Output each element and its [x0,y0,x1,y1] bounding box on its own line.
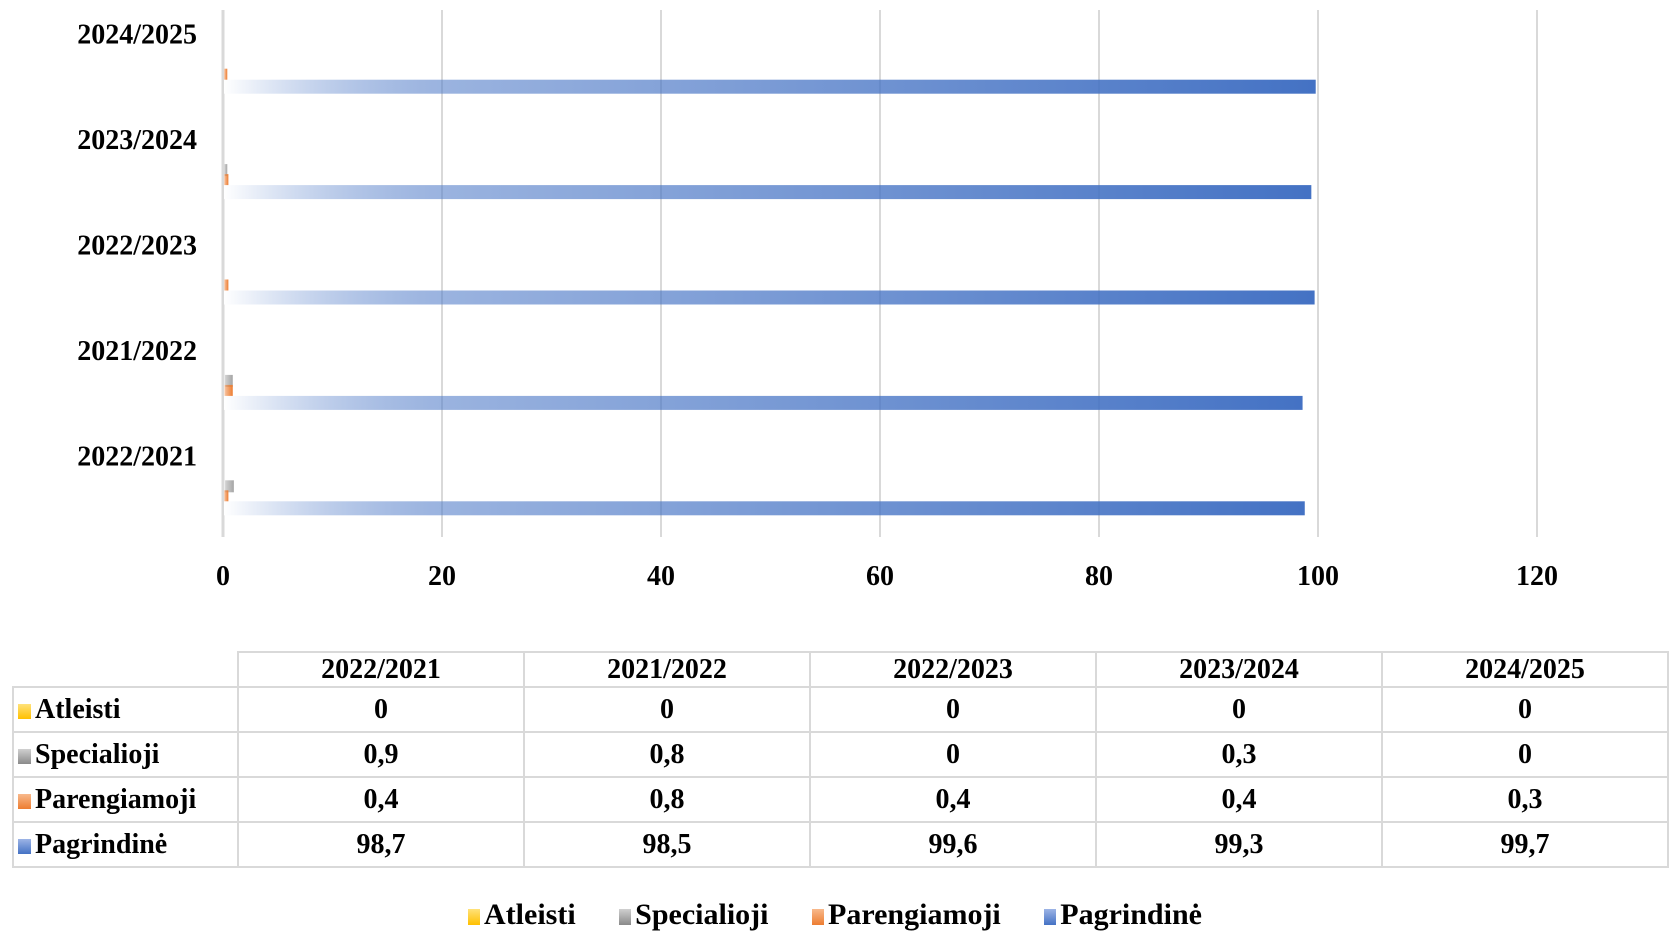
x-tick-label: 60 [866,561,894,592]
data-table-column-header: 2024/2025 [1381,651,1669,688]
atleisti-legend-key [468,909,481,925]
category-label: 2023/2024 [77,125,197,156]
x-tick-label: 40 [647,561,675,592]
data-table-cell: 0 [809,731,1097,778]
data-table-cell: 0,4 [237,776,525,823]
data-table-cell: 0 [1381,731,1669,778]
data-table-cell: 0 [809,686,1097,733]
data-table-cell: 98,5 [523,821,811,868]
data-table-cell: 0,4 [809,776,1097,823]
data-table-cell: 99,6 [809,821,1097,868]
data-table-corner [13,652,239,688]
x-axis-ticks: 0 20 40 60 80 100 120 [216,561,1558,592]
data-table-row-header: Specialioji [12,731,239,778]
category-label: 2021/2022 [77,336,197,367]
bar-parengiamoji-2022-2021 [224,490,229,503]
pagrindine-legend-key [18,838,31,854]
category-labels: 2022/2021 2021/2022 2022/2023 2023/2024 2024… [77,20,197,473]
category-label: 2022/2021 [77,441,197,472]
bar-pagrindinė-2021-2022 [224,395,1303,410]
bar-parengiamoji-2023-2024 [224,174,229,187]
bar-pagrindinė-2024-2025 [224,79,1316,94]
data-table-cell: 0 [1381,686,1669,733]
legend-label: Parengiamoji [828,898,1001,931]
parengiamoji-legend-key [812,909,825,925]
bar-specialioji-2022-2021 [224,480,234,493]
data-table: 2022/2021 2021/2022 2022/2023 2023/2024 … [12,651,1669,868]
data-table-row-pagrindine: Pagrindinė 98,7 98,5 99,6 99,3 99,7 [12,821,1669,868]
bars [224,68,1316,516]
bar-specialioji-2023-2024 [224,164,228,177]
specialioji-legend-key [18,748,31,764]
data-table-column-header: 2022/2023 [809,651,1097,688]
row-label: Specialioji [35,738,160,770]
data-table-cell: 99,7 [1381,821,1669,868]
bar-parengiamoji-2022-2023 [224,279,229,292]
category-label: 2024/2025 [77,20,197,51]
bar-chart: 2022/2021 2021/2022 2022/2023 2023/2024 2024… [77,10,1558,592]
specialioji-legend-key [619,909,632,925]
data-table-cell: 0,8 [523,731,811,778]
legend-item-atleisti: Atleisti [468,898,576,932]
data-table-cell: 0 [523,686,811,733]
x-tick-label: 0 [216,561,230,592]
x-tick-label: 80 [1085,561,1113,592]
bar-parengiamoji-2021-2022 [224,384,233,397]
data-table-cell: 0,3 [1095,731,1383,778]
data-table-cell: 0 [237,686,525,733]
data-table-row-parengiamoji: Parengiamoji 0,4 0,8 0,4 0,4 0,3 [12,776,1669,823]
bar-specialioji-2021-2022 [224,374,233,387]
category-label: 2022/2023 [77,231,197,262]
row-label: Atleisti [35,693,121,725]
data-table-cell: 0,8 [523,776,811,823]
legend-label: Pagrindinė [1060,898,1202,931]
data-table-row-specialioji: Specialioji 0,9 0,8 0 0,3 0 [12,731,1669,778]
data-table-cell: 0,3 [1381,776,1669,823]
parengiamoji-legend-key [18,793,31,809]
data-table-column-header: 2022/2021 [237,651,525,688]
data-table-cell: 0,4 [1095,776,1383,823]
data-table-column-header: 2021/2022 [523,651,811,688]
data-table-header-row: 2022/2021 2021/2022 2022/2023 2023/2024 … [13,651,1669,688]
data-table-cell: 98,7 [237,821,525,868]
legend-item-parengiamoji: Parengiamoji [812,898,1001,932]
data-table-cell: 99,3 [1095,821,1383,868]
legend-item-pagrindine: Pagrindinė [1044,898,1202,932]
bar-pagrindinė-2022-2023 [224,290,1315,305]
x-tick-label: 100 [1297,561,1339,592]
gridlines [221,10,1538,537]
atleisti-legend-key [18,703,31,719]
x-tick-label: 120 [1516,561,1558,592]
data-table-row-header: Parengiamoji [12,776,239,823]
legend-label: Atleisti [484,898,576,931]
row-label: Parengiamoji [35,783,197,815]
data-table-cell: 0 [1095,686,1383,733]
bar-pagrindinė-2022-2021 [224,501,1305,516]
data-table-cell: 0,9 [237,731,525,778]
data-table-row-header: Pagrindinė [12,821,239,868]
legend-label: Specialioji [635,898,769,931]
chart-legend: Atleisti Specialioji Parengiamoji Pagrin… [0,898,1670,932]
data-table-row-atleisti: Atleisti 0 0 0 0 0 [12,686,1669,733]
data-table-row-header: Atleisti [12,686,239,733]
bar-pagrindinė-2023-2024 [224,185,1312,200]
pagrindine-legend-key [1044,909,1057,925]
row-label: Pagrindinė [35,828,168,860]
bar-parengiamoji-2024-2025 [224,68,228,81]
data-table-column-header: 2023/2024 [1095,651,1383,688]
x-tick-label: 20 [428,561,456,592]
legend-item-specialioji: Specialioji [619,898,769,932]
